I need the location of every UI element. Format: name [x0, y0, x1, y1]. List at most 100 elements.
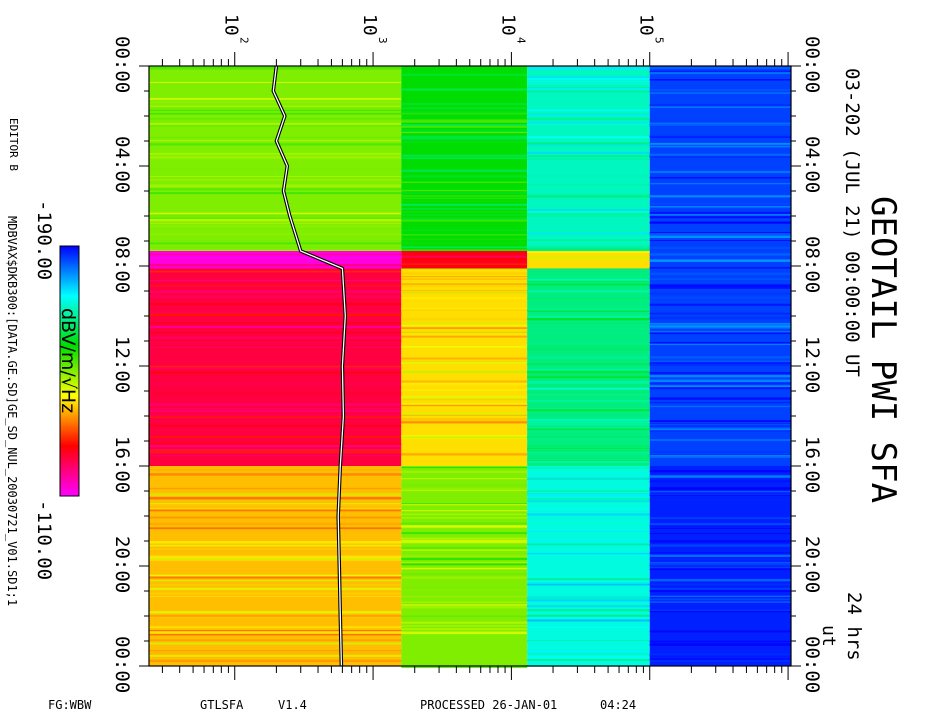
spectrogram-texture [527, 223, 650, 226]
spectrogram-texture [527, 507, 650, 511]
frequency-tick-exponent: 3 [376, 37, 389, 44]
spectrogram-texture [527, 408, 650, 410]
spectrogram-texture [527, 290, 650, 293]
spectrogram-texture [401, 380, 528, 383]
spectrogram-texture [401, 322, 528, 324]
spectrogram-texture [649, 554, 791, 557]
spectrogram-texture [401, 522, 528, 525]
spectrogram-texture [401, 194, 528, 197]
frequency-tick-exponent: 5 [653, 37, 666, 44]
spectrogram-texture [649, 213, 791, 216]
spectrogram-texture [649, 286, 791, 289]
spectrogram-texture [401, 335, 528, 338]
spectrogram-texture [527, 194, 650, 197]
spectrogram-texture [401, 548, 528, 551]
spectrogram-texture [649, 120, 791, 122]
spectrogram-texture [149, 587, 402, 591]
spectrogram-texture [649, 124, 791, 126]
spectrogram-texture [649, 424, 791, 426]
spectrogram-texture [649, 292, 791, 295]
spectrogram-texture [149, 291, 402, 293]
spectrogram-texture [527, 596, 650, 600]
spectrogram-texture [401, 249, 528, 252]
spectrogram-texture [649, 240, 791, 242]
spectrogram-texture [401, 135, 528, 139]
spectrogram-cell [401, 466, 528, 666]
spectrogram-texture [649, 253, 791, 256]
spectrogram-texture [649, 332, 791, 335]
colorbar-max-label: -110.00 [33, 500, 55, 580]
spectrogram-texture [401, 397, 528, 400]
spectrogram-texture [149, 187, 402, 190]
spectrogram-texture [149, 416, 402, 418]
time-tick-label-right: 00:00 [801, 636, 823, 693]
spectrogram-texture [527, 435, 650, 439]
spectrogram-texture [649, 235, 791, 239]
spectrogram-texture [527, 346, 650, 348]
spectrogram-texture [527, 494, 650, 497]
spectrogram-texture [527, 144, 650, 147]
spectrogram-texture [149, 341, 402, 343]
spectrogram-texture [527, 363, 650, 366]
spectrogram-texture [649, 278, 791, 281]
spectrogram-texture [649, 70, 791, 73]
spectrogram-texture [401, 258, 528, 261]
spectrogram-texture [649, 430, 791, 432]
spectrogram-texture [527, 543, 650, 546]
frequency-top-ticks [161, 52, 789, 66]
spectrogram-texture [527, 332, 650, 334]
spectrogram-texture [401, 107, 528, 109]
spectrogram-texture [527, 428, 650, 430]
spectrogram-texture [527, 599, 650, 601]
spectrogram-texture [149, 110, 402, 114]
spectrogram-texture [527, 659, 650, 661]
spectrogram-texture [649, 643, 791, 646]
spectrogram-texture [527, 80, 650, 83]
spectrogram-texture [527, 445, 650, 447]
spectrogram-texture [649, 397, 791, 400]
spectrogram-texture [149, 445, 402, 448]
spectrogram-texture [527, 184, 650, 186]
spectrogram-texture [149, 295, 402, 298]
spectrogram-texture [649, 363, 791, 367]
spectrogram-texture [649, 67, 791, 69]
spectrogram-texture [149, 112, 402, 115]
spectrogram-texture [149, 175, 402, 177]
spectrogram-texture [149, 107, 402, 110]
spectrogram-texture [527, 400, 650, 402]
spectrogram-texture [401, 154, 528, 157]
spectrogram-texture [527, 418, 650, 422]
spectrogram-texture [401, 111, 528, 113]
spectrogram-texture [649, 206, 791, 208]
spectrogram-texture [401, 541, 528, 544]
time-tick-label-left: 08:00 [111, 236, 133, 293]
spectrogram-texture [401, 436, 528, 438]
spectrogram-plot [149, 66, 791, 669]
spectrogram-texture [401, 331, 528, 333]
spectrogram-texture [527, 427, 650, 429]
spectrogram-texture [527, 376, 650, 379]
spectrogram-texture [527, 640, 650, 643]
spectrogram-texture [527, 625, 650, 629]
spectrogram-texture [401, 540, 528, 542]
spectrogram-texture [401, 268, 528, 270]
time-tick-label-left: 20:00 [111, 536, 133, 593]
spectrogram-texture [149, 322, 402, 325]
spectrogram-texture [649, 471, 791, 473]
spectrogram-texture [649, 284, 791, 286]
spectrogram-texture [527, 491, 650, 494]
spectrogram-texture [649, 609, 791, 612]
frequency-tick-exponent: 4 [514, 37, 527, 44]
spectrogram-texture [149, 527, 402, 529]
spectrogram-texture [527, 158, 650, 161]
spectrogram-texture [401, 255, 528, 258]
spectrogram-texture [527, 460, 650, 463]
spectrogram-texture [649, 595, 791, 597]
spectrogram-texture [149, 303, 402, 306]
spectrogram-texture [649, 155, 791, 158]
spectrogram-texture [527, 322, 650, 324]
spectrogram-texture [149, 541, 402, 544]
spectrogram-texture [149, 548, 402, 550]
